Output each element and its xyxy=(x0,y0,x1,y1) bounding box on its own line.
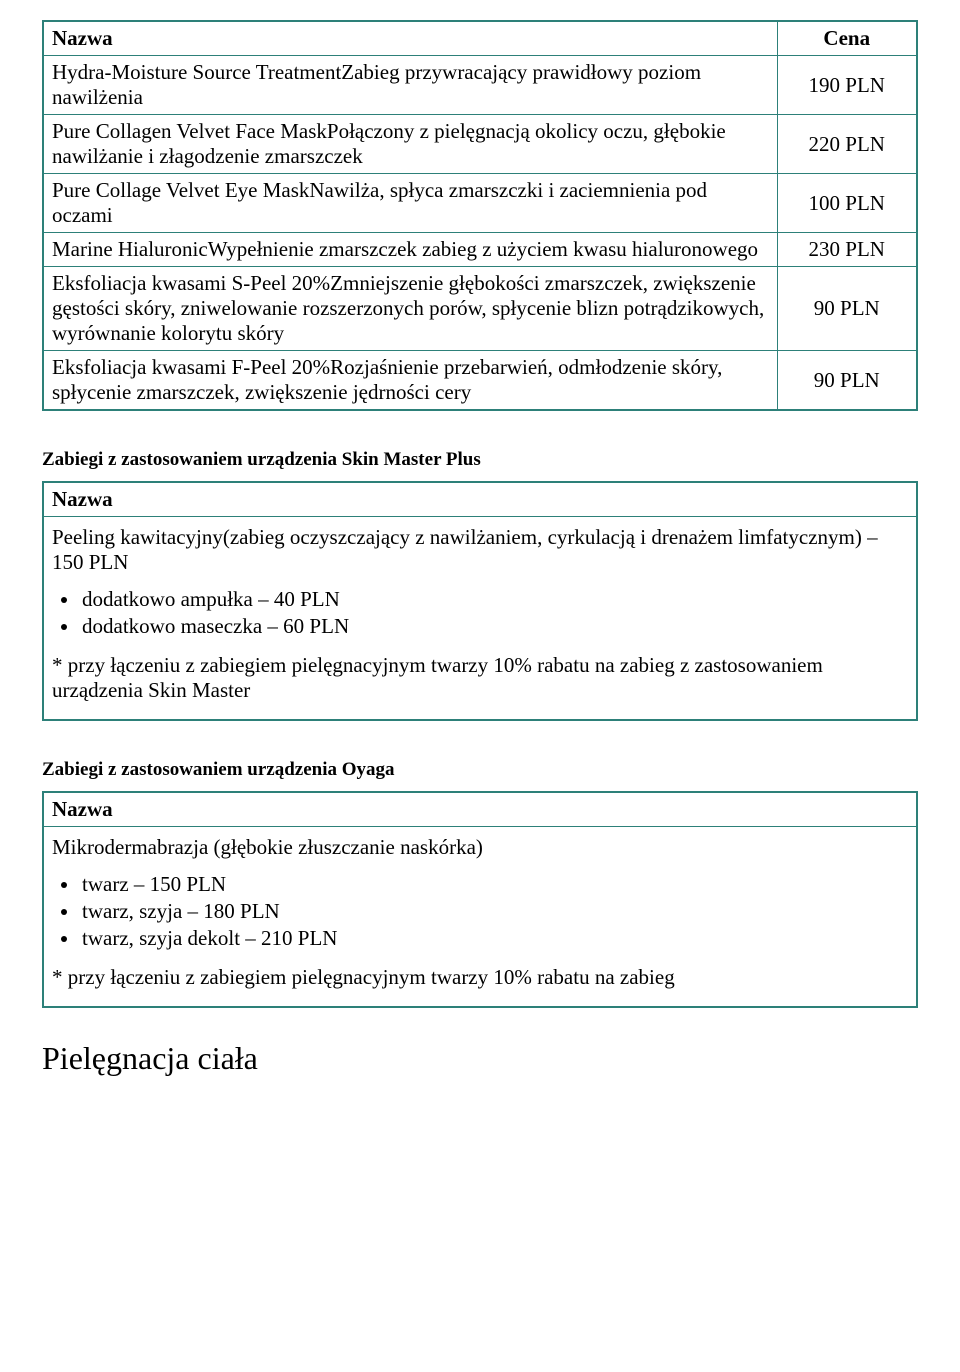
oyaga-body: Mikrodermabrazja (głębokie złuszczanie n… xyxy=(43,827,917,1008)
row-name: Marine HialuronicWypełnienie zmarszczek … xyxy=(43,233,777,267)
row-price: 90 PLN xyxy=(777,267,917,351)
col-name-header: Nazwa xyxy=(43,21,777,56)
list-item: twarz, szyja – 180 PLN xyxy=(80,899,908,924)
table-row: Eksfoliacja kwasami S-Peel 20%Zmniejszen… xyxy=(43,267,917,351)
intro-text: Mikrodermabrazja (głębokie złuszczanie n… xyxy=(52,835,908,860)
row-name: Hydra-Moisture Source TreatmentZabieg pr… xyxy=(43,56,777,115)
section-heading-oyaga: Zabiegi z zastosowaniem urządzenia Oyaga xyxy=(42,759,918,781)
table-row: Pure Collage Velvet Eye MaskNawilża, spł… xyxy=(43,174,917,233)
table-row: Hydra-Moisture Source TreatmentZabieg pr… xyxy=(43,56,917,115)
table-row: Eksfoliacja kwasami F-Peel 20%Rozjaśnien… xyxy=(43,351,917,411)
table-row: Marine HialuronicWypełnienie zmarszczek … xyxy=(43,233,917,267)
intro-text: Peeling kawitacyjny(zabieg oczyszczający… xyxy=(52,525,908,575)
discount-note: * przy łączeniu z zabiegiem pielęgnacyjn… xyxy=(52,965,908,990)
table-header-name: Nazwa xyxy=(43,792,917,827)
list-item: twarz – 150 PLN xyxy=(80,872,908,897)
price-table: Nazwa Cena Hydra-Moisture Source Treatme… xyxy=(42,20,918,411)
row-name: Eksfoliacja kwasami S-Peel 20%Zmniejszen… xyxy=(43,267,777,351)
list-item: twarz, szyja dekolt – 210 PLN xyxy=(80,926,908,951)
row-price: 230 PLN xyxy=(777,233,917,267)
table-row: Pure Collagen Velvet Face MaskPołączony … xyxy=(43,115,917,174)
row-price: 100 PLN xyxy=(777,174,917,233)
row-price: 90 PLN xyxy=(777,351,917,411)
bullet-list: twarz – 150 PLN twarz, szyja – 180 PLN t… xyxy=(80,872,908,951)
bullet-list: dodatkowo ampułka – 40 PLN dodatkowo mas… xyxy=(80,587,908,639)
discount-note: * przy łączeniu z zabiegiem pielęgnacyjn… xyxy=(52,653,908,703)
section-heading-skin-master: Zabiegi z zastosowaniem urządzenia Skin … xyxy=(42,449,918,471)
page-heading-body-care: Pielęgnacja ciała xyxy=(42,1040,918,1077)
col-price-header: Cena xyxy=(777,21,917,56)
list-item: dodatkowo ampułka – 40 PLN xyxy=(80,587,908,612)
row-name: Pure Collagen Velvet Face MaskPołączony … xyxy=(43,115,777,174)
row-name: Pure Collage Velvet Eye MaskNawilża, spł… xyxy=(43,174,777,233)
table-header-name: Nazwa xyxy=(43,482,917,517)
oyaga-table: Nazwa Mikrodermabrazja (głębokie złuszcz… xyxy=(42,791,918,1008)
row-name: Eksfoliacja kwasami F-Peel 20%Rozjaśnien… xyxy=(43,351,777,411)
skin-master-table: Nazwa Peeling kawitacyjny(zabieg oczyszc… xyxy=(42,481,918,721)
row-price: 190 PLN xyxy=(777,56,917,115)
row-price: 220 PLN xyxy=(777,115,917,174)
list-item: dodatkowo maseczka – 60 PLN xyxy=(80,614,908,639)
skin-master-body: Peeling kawitacyjny(zabieg oczyszczający… xyxy=(43,517,917,721)
